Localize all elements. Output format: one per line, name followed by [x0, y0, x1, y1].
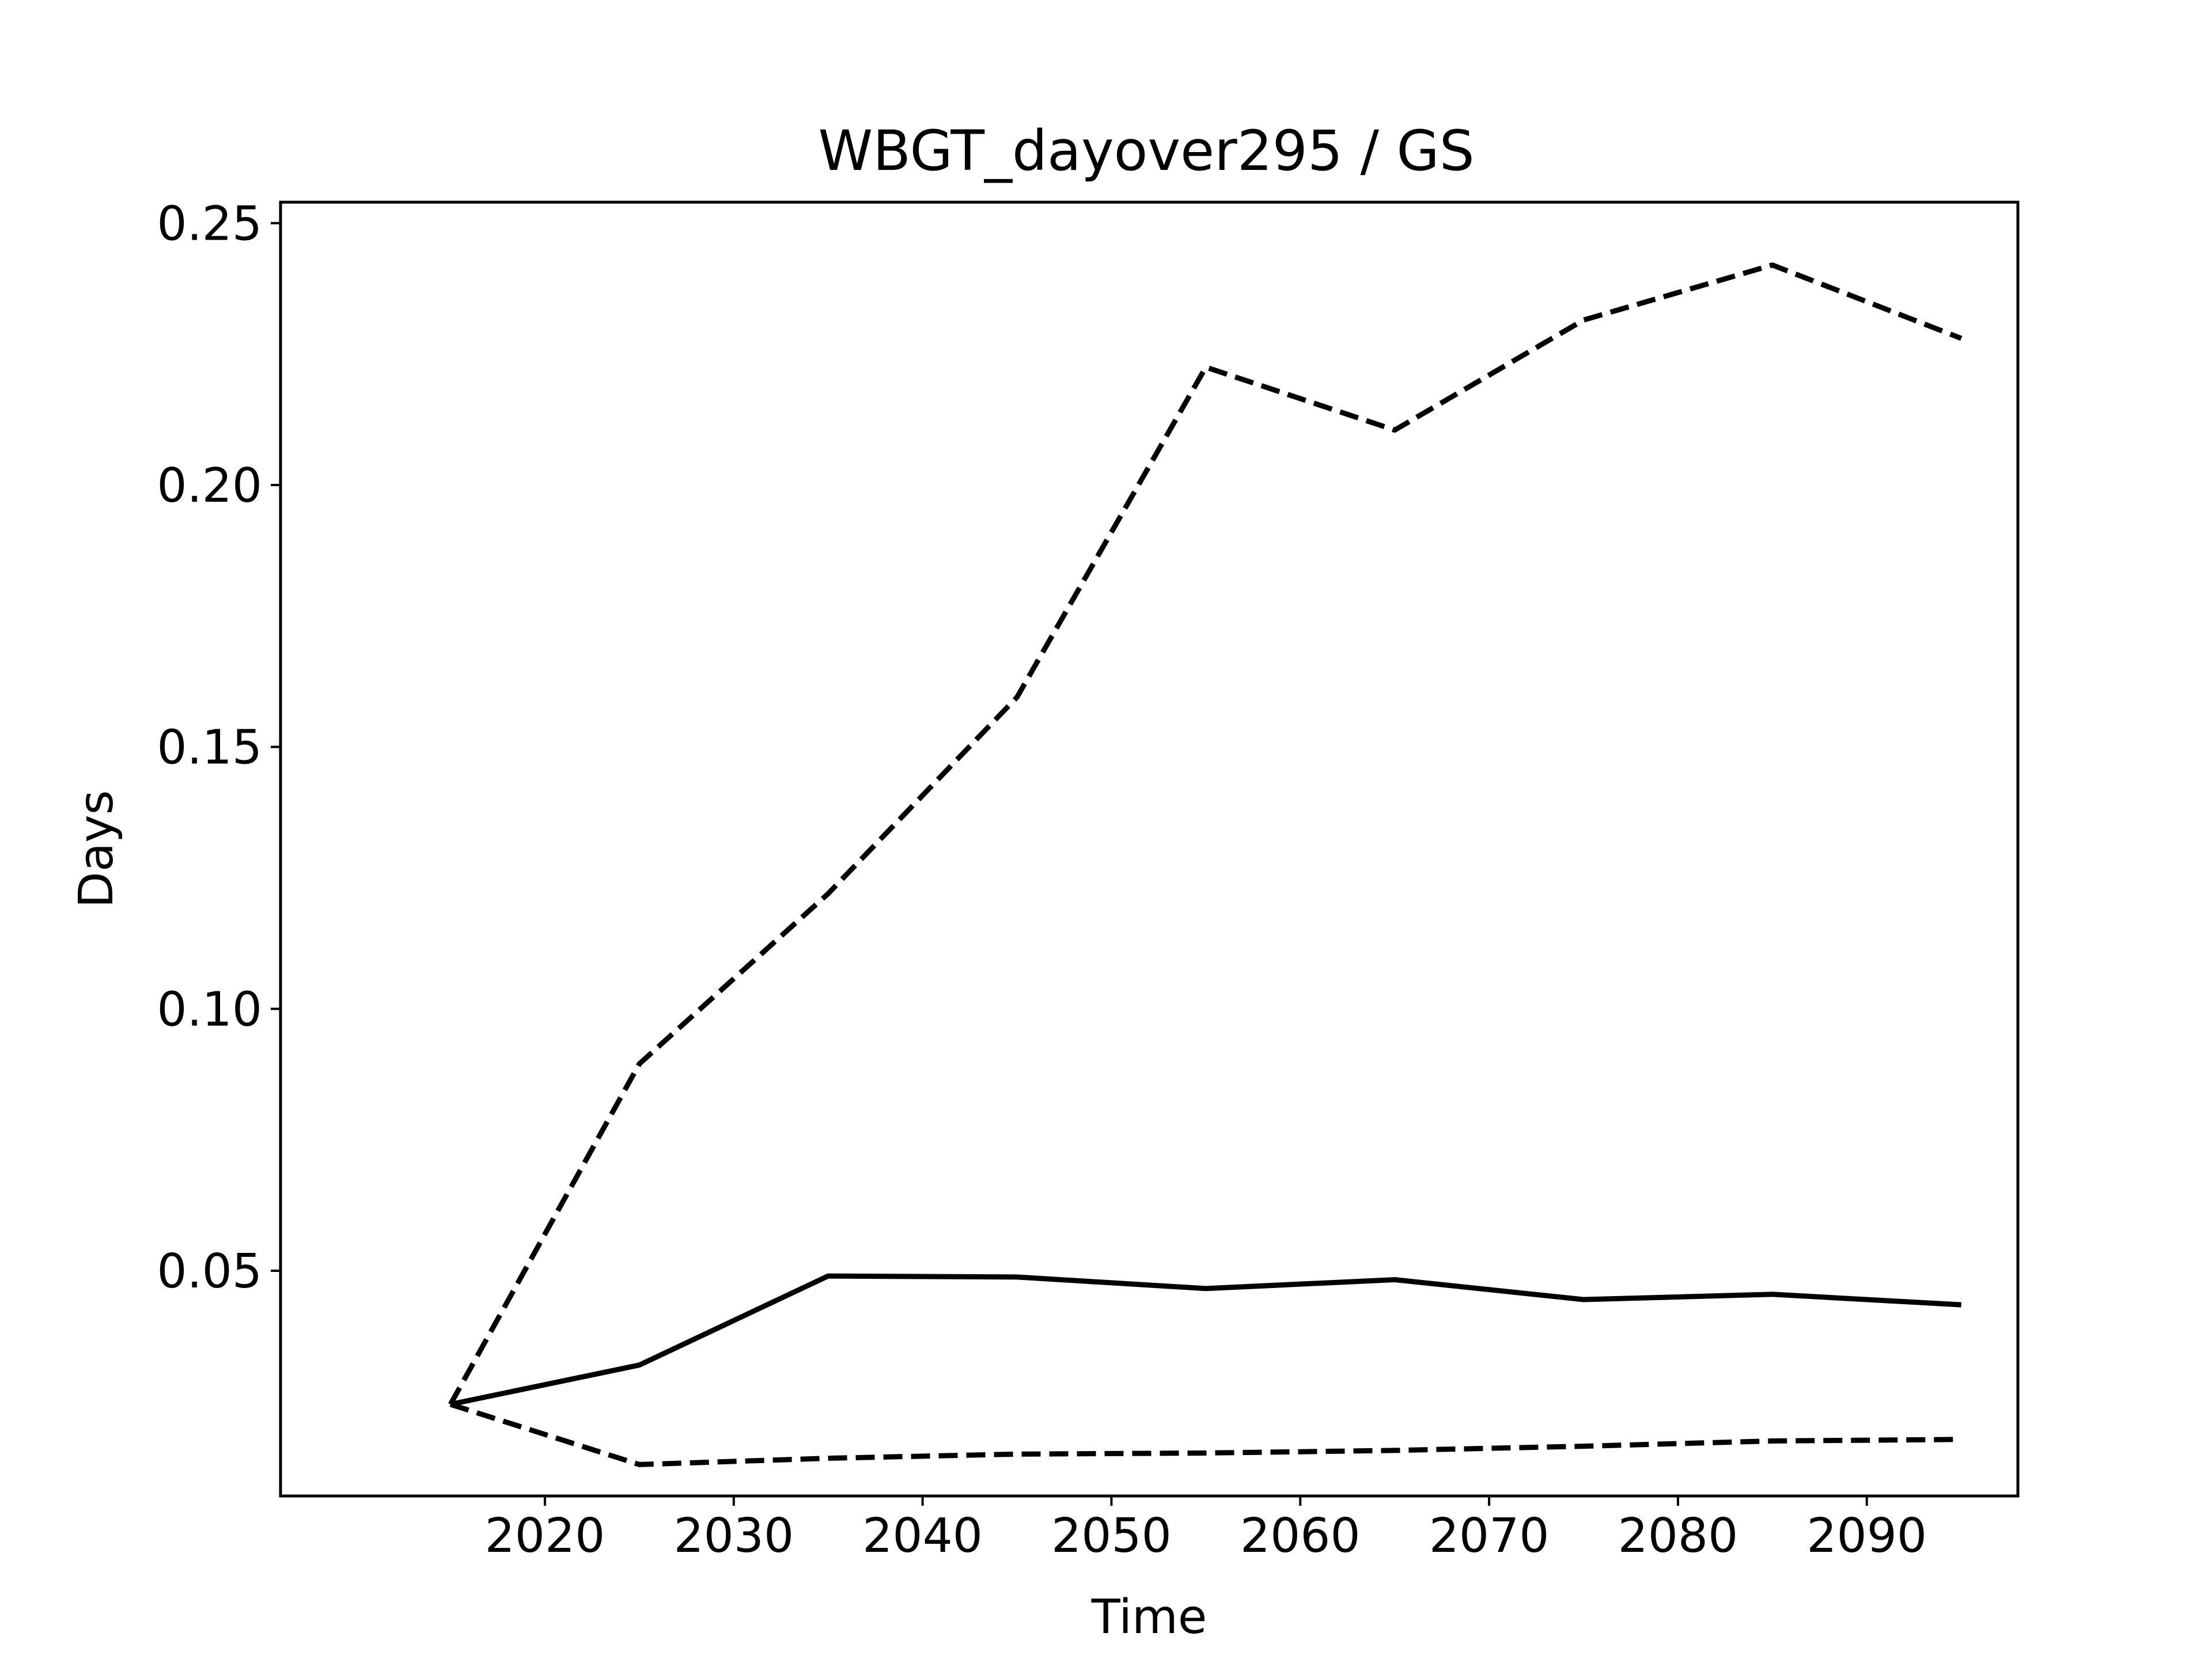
- plot-frame: [279, 200, 2020, 1498]
- x-axis-label: Time: [1091, 1590, 1207, 1645]
- y-axis-label: Days: [69, 790, 124, 908]
- y-tick-label: 0.10: [157, 982, 262, 1037]
- y-tick-label: 0.05: [157, 1244, 262, 1299]
- series-line-1-solid: [450, 1273, 1961, 1407]
- x-tick-label: 2030: [673, 1509, 794, 1563]
- series-layer: [448, 262, 1963, 1467]
- x-tick-label: 2090: [1806, 1509, 1927, 1563]
- y-tick-label: 0.20: [157, 459, 262, 513]
- chart-title: WBGT_dayover295 / GS: [818, 119, 1474, 183]
- y-axis: 0.05 0.10 0.15 0.20 0.25: [157, 196, 281, 1299]
- x-tick-label: 2050: [1051, 1509, 1172, 1563]
- x-axis: 2020 2030 2040 2050 2060 2070 2080 2090: [485, 1496, 1927, 1563]
- x-tick-label: 2020: [485, 1509, 605, 1563]
- series-line-3-dashed: [449, 1402, 1961, 1467]
- x-tick-label: 2060: [1240, 1509, 1361, 1563]
- series-line-2-dashed: [448, 262, 1963, 1406]
- y-tick-label: 0.25: [157, 196, 262, 251]
- y-tick-label: 0.15: [157, 721, 262, 775]
- x-tick-label: 2080: [1618, 1509, 1738, 1563]
- x-tick-label: 2040: [862, 1509, 983, 1563]
- x-tick-label: 2070: [1429, 1509, 1550, 1563]
